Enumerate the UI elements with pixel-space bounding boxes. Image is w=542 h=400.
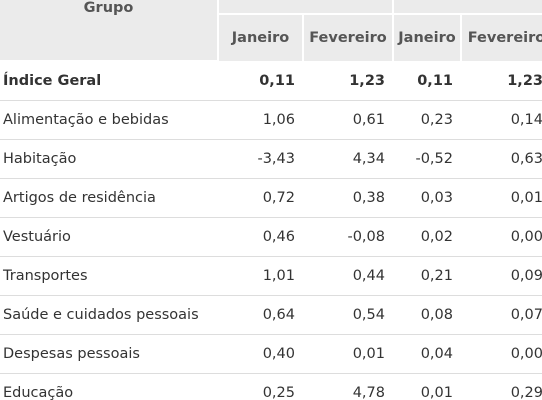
- value-cell: 0,09: [461, 256, 542, 296]
- group-name: Despesas pessoais: [0, 334, 218, 374]
- group-name: Artigos de residência: [0, 178, 218, 218]
- value-cell: 0,07: [461, 295, 542, 335]
- value-cell: 0,01: [393, 373, 461, 400]
- value-cell: 1,06: [218, 100, 303, 140]
- table-row: Artigos de residência 0,72 0,38 0,03 0,01: [0, 178, 542, 218]
- value-cell: 0,03: [393, 178, 461, 218]
- value-cell: 0,40: [218, 334, 303, 374]
- value-cell: 0,54: [303, 295, 393, 335]
- value-cell: 0,00: [461, 334, 542, 374]
- value-cell: 0,25: [218, 373, 303, 400]
- month-header: Fevereiro: [460, 14, 542, 61]
- value-cell: 0,11: [393, 61, 461, 101]
- table-row: Despesas pessoais 0,40 0,01 0,04 0,00: [0, 334, 542, 374]
- group-name: Transportes: [0, 256, 218, 296]
- table-row: Alimentação e bebidas 1,06 0,61 0,23 0,14: [0, 100, 542, 140]
- value-cell: -0,08: [303, 217, 393, 257]
- value-cell: 0,72: [218, 178, 303, 218]
- value-cell: 0,29: [461, 373, 542, 400]
- group-name: Índice Geral: [0, 61, 218, 101]
- value-cell: 0,04: [393, 334, 461, 374]
- value-cell: 0,08: [393, 295, 461, 335]
- group-name: Vestuário: [0, 217, 218, 257]
- table-row: Saúde e cuidados pessoais 0,64 0,54 0,08 0,0…: [0, 295, 542, 335]
- group-name: Alimentação e bebidas: [0, 100, 218, 140]
- value-cell: 4,78: [303, 373, 393, 400]
- group-name: Educação: [0, 373, 218, 400]
- value-cell: 0,61: [303, 100, 393, 140]
- value-cell: -0,52: [393, 139, 461, 179]
- month-header: Fevereiro: [302, 14, 393, 61]
- table-row: Educação 0,25 4,78 0,01 0,29: [0, 373, 542, 400]
- group-header: Grupo: [0, 0, 218, 62]
- value-cell: 0,44: [303, 256, 393, 296]
- value-cell: -3,43: [218, 139, 303, 179]
- value-cell: 0,01: [303, 334, 393, 374]
- table-row: Habitação -3,43 4,34 -0,52 0,63: [0, 139, 542, 179]
- header-cell: [217, 0, 393, 15]
- month-header: Janeiro: [217, 14, 303, 61]
- value-cell: 1,23: [303, 61, 393, 101]
- value-cell: 0,21: [393, 256, 461, 296]
- value-cell: 4,34: [303, 139, 393, 179]
- value-cell: 0,01: [461, 178, 542, 218]
- month-header: Janeiro: [392, 14, 461, 61]
- value-cell: 0,46: [218, 217, 303, 257]
- value-cell: 0,23: [393, 100, 461, 140]
- table-row: Índice Geral 0,11 1,23 0,11 1,23: [0, 61, 542, 101]
- header-cell: [392, 0, 542, 15]
- group-name: Habitação: [0, 139, 218, 179]
- value-cell: 0,38: [303, 178, 393, 218]
- value-cell: 0,63: [461, 139, 542, 179]
- table-row: Vestuário 0,46 -0,08 0,02 0,00: [0, 217, 542, 257]
- value-cell: 0,02: [393, 217, 461, 257]
- table-row: Transportes 1,01 0,44 0,21 0,09: [0, 256, 542, 296]
- value-cell: 1,23: [461, 61, 542, 101]
- value-cell: 0,14: [461, 100, 542, 140]
- group-name: Saúde e cuidados pessoais: [0, 295, 218, 335]
- value-cell: 0,00: [461, 217, 542, 257]
- value-cell: 1,01: [218, 256, 303, 296]
- value-cell: 0,64: [218, 295, 303, 335]
- value-cell: 0,11: [218, 61, 303, 101]
